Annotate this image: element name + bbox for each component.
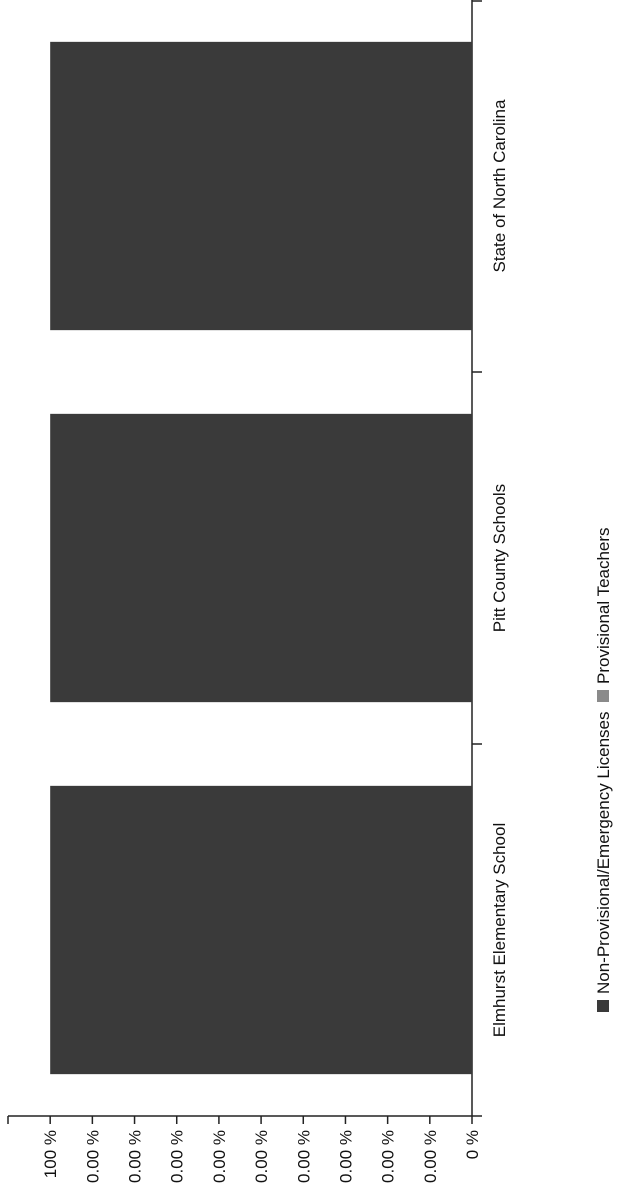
legend-label-provisional: Provisional Teachers	[594, 527, 613, 684]
legend: Non-Provisional/Emergency Licenses Provis…	[594, 527, 613, 1012]
value-tick-label: 0 %	[463, 1130, 482, 1159]
bar-non-provisional	[50, 413, 472, 703]
category-label: State of North Carolina	[490, 99, 509, 272]
legend-swatch-non-provisional	[597, 1000, 609, 1012]
value-tick-label: 40.00 %	[294, 1130, 313, 1183]
value-tick-label: 90.00 %	[83, 1130, 102, 1183]
value-tick-label: 70.00 %	[168, 1130, 187, 1183]
bar-non-provisional	[50, 785, 472, 1075]
bar-non-provisional	[50, 41, 472, 331]
value-tick-label: 30.00 %	[336, 1130, 355, 1183]
legend-label-non-provisional: Non-Provisional/Emergency Licenses	[594, 711, 613, 994]
legend-swatch-provisional	[597, 690, 609, 702]
value-tick-label: 20.00 %	[379, 1130, 398, 1183]
value-tick-label: 10.00 %	[421, 1130, 440, 1183]
value-tick-label: 100 %	[41, 1130, 60, 1178]
category-label: Pitt County Schools	[490, 484, 509, 632]
category-label: Elmhurst Elementary School	[490, 823, 509, 1037]
value-tick-label: 60.00 %	[210, 1130, 229, 1183]
value-tick-label: 50.00 %	[252, 1130, 271, 1183]
value-tick-label: 80.00 %	[126, 1130, 145, 1183]
